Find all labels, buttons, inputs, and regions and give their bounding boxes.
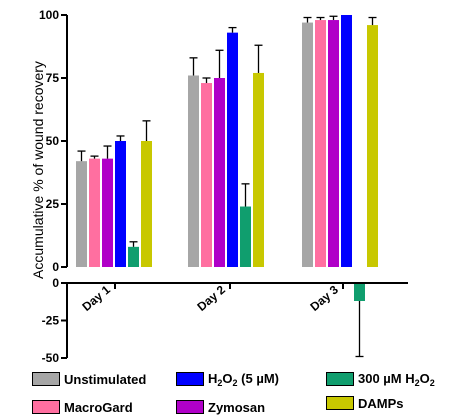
legend-swatch-macrogard <box>32 400 60 414</box>
legend-label-300um-h2o2: 300 µM H2O2 <box>358 370 435 388</box>
y-tick-label-7: 75 <box>46 71 60 85</box>
legend-swatch-300um-h2o2 <box>326 372 354 386</box>
legend-swatch-damps <box>326 396 354 410</box>
legend-item-300um-h2o2: 300 µM H2O2 <box>326 370 435 388</box>
bar-damps-2 <box>253 72 264 268</box>
y-tick-label-8: 100 <box>39 8 59 22</box>
bar-300-m-h2o2-3 <box>354 283 365 301</box>
x-tick-label-3: Day 3 <box>307 282 341 314</box>
legend-label-unstimulated: Unstimulated <box>64 371 147 387</box>
legend-label-zymosan: Zymosan <box>208 399 266 415</box>
bar-h2o2-5-m-2 <box>227 32 238 267</box>
x-tick-label-1: Day 1 <box>79 282 113 314</box>
bar-zymosan-3 <box>328 20 339 268</box>
bar-zymosan-1 <box>102 158 113 267</box>
legend-label-h2o2-5um: H2O2 (5 µM) <box>208 370 279 388</box>
y-tick-label-1: -50 <box>42 351 60 364</box>
legend: Unstimulated H2O2 (5 µM) 300 µM H2O2 Mac… <box>0 364 462 416</box>
bar-zymosan-2 <box>214 78 225 267</box>
bar-unstimulated-3 <box>302 22 313 268</box>
y-tick-label-2: -25 <box>42 314 60 328</box>
legend-swatch-unstimulated <box>32 372 60 386</box>
bar-damps-1 <box>141 141 152 267</box>
bar-unstimulated-1 <box>76 161 87 267</box>
bar-300-m-h2o2-2 <box>240 206 251 267</box>
y-tick-label-6: 50 <box>46 134 60 148</box>
legend-label-damps: DAMPs <box>358 395 404 411</box>
bar-h2o2-5-m-1 <box>115 141 126 267</box>
bar-macrogard-1 <box>89 158 100 267</box>
legend-item-damps: DAMPs <box>326 394 404 412</box>
y-tick-label-4: 0 <box>52 260 59 274</box>
legend-item-zymosan: Zymosan <box>176 398 265 416</box>
legend-swatch-h2o2-5um <box>176 372 204 386</box>
y-tick-label-5: 25 <box>46 197 60 211</box>
legend-item-h2o2-5um: H2O2 (5 µM) <box>176 370 279 388</box>
x-tick-label-2: Day 2 <box>194 282 228 314</box>
legend-item-macrogard: MacroGard <box>32 398 133 416</box>
bar-macrogard-3 <box>315 20 326 268</box>
bar-h2o2-5-m-3 <box>341 15 352 267</box>
legend-swatch-zymosan <box>176 400 204 414</box>
y-axis-label: Accumulative % of wound recovery <box>30 61 46 279</box>
bar-chart: Accumulative % of wound recovery -50 -25 0… <box>30 8 408 364</box>
legend-item-unstimulated: Unstimulated <box>32 370 146 388</box>
bar-unstimulated-2 <box>188 75 199 267</box>
y-tick-label-3: 0 <box>52 276 59 290</box>
plot-area: -50 -25 0 0 25 50 75 100 Day 1 Day 2 Day 3 <box>39 8 408 364</box>
bar-300-m-h2o2-1 <box>128 246 139 267</box>
bar-macrogard-2 <box>201 83 212 267</box>
legend-label-macrogard: MacroGard <box>64 399 133 415</box>
bar-damps-3 <box>367 25 378 267</box>
